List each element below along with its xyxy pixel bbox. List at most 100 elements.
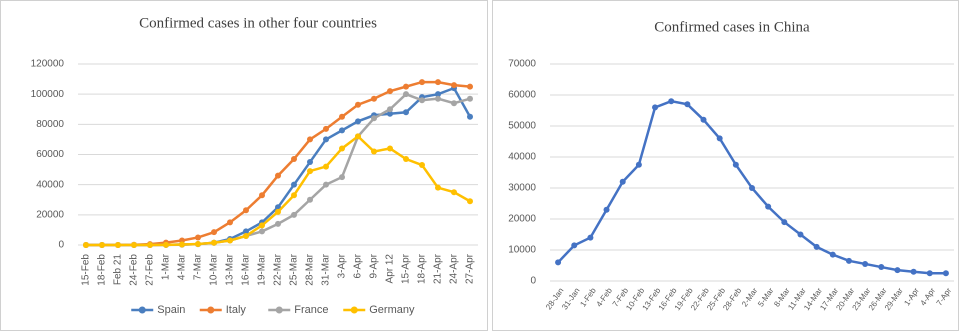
chart: Confirmed cases in China 0 10000 20000 3000… [492, 0, 959, 331]
y-tick-label: 70000 [508, 59, 536, 70]
data-point [115, 242, 121, 248]
y-tick-label: 120000 [31, 59, 65, 70]
y-tick-label: 10000 [508, 245, 536, 256]
data-point [451, 100, 457, 107]
x-tick-label: Feb 21 [113, 254, 124, 286]
data-point [307, 136, 313, 143]
y-tick-label: 20000 [36, 209, 64, 220]
data-point [179, 241, 185, 248]
x-tick-label: 5-Mar [756, 286, 776, 309]
data-point [603, 206, 610, 213]
y-tick-label: 50000 [508, 121, 536, 132]
chart-title: Confirmed cases in China [654, 19, 810, 35]
data-point [371, 95, 377, 102]
y-tick-label: 0 [58, 240, 64, 251]
data-point [211, 229, 217, 236]
data-point [765, 203, 772, 210]
data-point [403, 109, 409, 116]
x-tick-label: 1-Apr [902, 286, 921, 307]
data-point [451, 82, 457, 89]
y-tick-label: 40000 [508, 152, 536, 163]
data-point [749, 185, 755, 191]
data-point [291, 156, 297, 163]
series-line [86, 134, 471, 247]
x-tick-label: 4-Apr [919, 286, 938, 307]
data-point [275, 172, 281, 179]
data-point [387, 145, 393, 152]
data-point [323, 136, 329, 143]
data-point [829, 251, 836, 258]
data-point [83, 242, 89, 248]
y-tick-label: 100000 [31, 89, 65, 100]
data-point [587, 234, 594, 241]
data-point [435, 95, 441, 102]
data-point [894, 267, 901, 274]
x-tick-label: 22-Mar [273, 253, 284, 285]
legend-marker [207, 306, 215, 314]
y-tick-label: 40000 [36, 179, 64, 190]
data-point [619, 178, 626, 185]
data-point [684, 101, 691, 108]
data-point [652, 104, 659, 111]
data-point [435, 184, 441, 191]
legend-label: France [294, 304, 328, 316]
chart: Confirmed cases in other four countries … [0, 0, 488, 331]
data-point [307, 168, 313, 175]
data-point [926, 270, 933, 277]
x-tick-label: 24-Feb [129, 254, 140, 286]
data-point [227, 237, 233, 244]
legend-label: Spain [157, 304, 185, 316]
legend-marker [275, 306, 283, 314]
data-point [878, 264, 885, 271]
data-point [781, 219, 788, 226]
data-point [291, 192, 297, 199]
data-point [668, 98, 675, 105]
legend-marker [138, 306, 146, 314]
x-tick-label: 1-Feb [578, 286, 598, 309]
y-tick-label: 80000 [36, 119, 64, 130]
x-tick-label: 19-Mar [257, 253, 268, 285]
data-point [403, 83, 409, 90]
data-point [243, 232, 249, 239]
data-point [797, 231, 804, 238]
data-point [339, 113, 345, 120]
data-point [339, 127, 345, 134]
x-tick-label: 28-Mar [305, 253, 316, 285]
data-point [571, 242, 578, 249]
data-point [419, 97, 425, 104]
data-point [403, 156, 409, 163]
y-tick-label: 60000 [508, 90, 536, 101]
data-point [275, 208, 281, 215]
x-tick-label: 31-Mar [321, 253, 332, 285]
chart-title: Confirmed cases in other four countries [139, 15, 377, 31]
data-point [195, 240, 201, 247]
x-tick-label: 4-Mar [177, 253, 188, 280]
x-tick-label: 13-Mar [225, 253, 236, 285]
x-tick-label: 15-Apr [401, 253, 412, 284]
data-point [467, 198, 473, 205]
data-point [435, 79, 441, 86]
data-point [163, 241, 169, 248]
data-point [419, 79, 425, 86]
data-point [291, 211, 297, 218]
x-tick-label: 16-Mar [241, 253, 252, 285]
data-point [635, 161, 642, 168]
x-tick-label: 7-Apr [935, 286, 954, 307]
x-tick-label: 6-Apr [353, 253, 364, 278]
data-point [435, 91, 441, 98]
x-tick-label: 18-Feb [97, 254, 108, 286]
data-point [339, 174, 345, 181]
data-point [387, 110, 393, 117]
data-point [355, 133, 361, 140]
x-tick-label: 3-Apr [337, 253, 348, 278]
data-point [275, 220, 281, 227]
data-point [243, 228, 249, 235]
data-point [323, 181, 329, 188]
y-tick-label: 0 [530, 276, 536, 287]
legend-label: Germany [369, 304, 415, 316]
x-tick-label: 27-Apr [465, 253, 476, 284]
data-point [371, 115, 377, 122]
data-point [845, 257, 852, 264]
data-point [355, 118, 361, 125]
